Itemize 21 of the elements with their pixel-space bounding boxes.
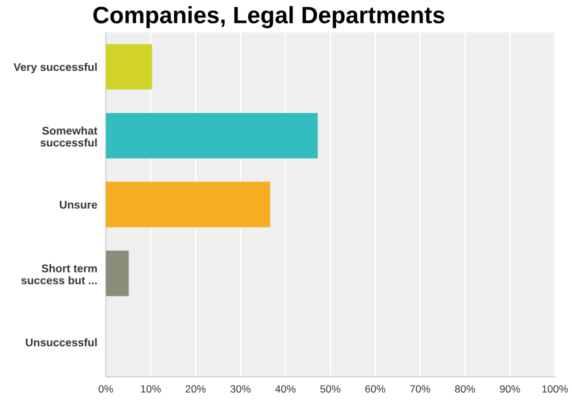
x-tick-label: 30% [230, 385, 251, 393]
x-tick-label: 0% [98, 385, 113, 393]
y-tick-label: Somewhat successful [40, 126, 98, 147]
x-tick-label: 60% [365, 385, 386, 393]
chart-title: Companies, Legal Departments [93, 6, 444, 28]
x-tick-label: 100% [542, 385, 568, 393]
x-tick-label: 20% [186, 385, 206, 393]
y-tick-label: Very successful [14, 62, 97, 74]
x-tick-label: 70% [410, 385, 430, 393]
bar [106, 250, 129, 296]
bar [106, 112, 318, 158]
bar [106, 44, 152, 90]
y-tick-label: Short term success but ... [21, 264, 97, 284]
y-tick-label: Unsuccessful [26, 338, 97, 346]
x-tick-label: 90% [500, 385, 520, 393]
x-tick-label: 50% [320, 385, 340, 393]
x-tick-label: 80% [455, 385, 476, 393]
x-tick-label: 10% [141, 385, 161, 393]
x-tick-label: 40% [275, 385, 296, 393]
bar [106, 182, 270, 228]
y-tick-label: Unsure [60, 200, 98, 209]
